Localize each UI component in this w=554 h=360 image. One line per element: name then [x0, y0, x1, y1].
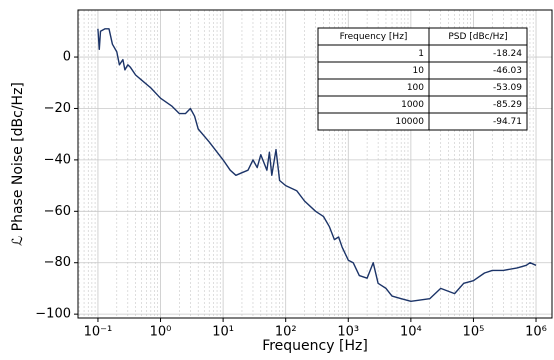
x-tick-label: 10⁶	[525, 325, 547, 340]
plot-frame	[77, 9, 553, 319]
y-tick-label: −100	[35, 307, 71, 322]
y-tick-label: −80	[44, 255, 71, 270]
y-tick-label: −60	[44, 204, 71, 219]
table-cell: -94.71	[493, 117, 522, 127]
table-cell: -46.03	[493, 66, 522, 76]
x-tick-label: 10⁵	[463, 325, 485, 340]
x-tick-label: 10⁻¹	[84, 325, 113, 340]
table-header: Frequency [Hz]	[340, 32, 408, 42]
x-tick-label: 10⁰	[150, 325, 172, 340]
table-cell: 100	[407, 83, 424, 93]
table-cell: -18.24	[493, 49, 522, 59]
table-cell: -85.29	[493, 100, 522, 110]
x-tick-label: 10³	[337, 325, 359, 340]
y-axis-label: ℒ Phase Noise [dBc/Hz]	[10, 82, 26, 246]
data-table: Frequency [Hz] PSD [dBc/Hz] 1 -18.24 10 -46.0…	[317, 27, 528, 131]
x-tick-label: 10⁴	[400, 325, 422, 340]
table-cell: -53.09	[493, 83, 522, 93]
table-cell: 1000	[401, 100, 424, 110]
y-tick-label: 0	[63, 50, 71, 65]
table-cell: 1	[418, 49, 424, 59]
y-tick-label: −20	[44, 101, 71, 116]
x-tick-label: 10²	[275, 325, 297, 340]
y-tick-label: −40	[44, 152, 71, 167]
x-axis-label: Frequency [Hz]	[262, 338, 368, 354]
x-tick-label: 10¹	[212, 325, 234, 340]
table-header: PSD [dBc/Hz]	[448, 32, 507, 42]
table-cell: 10	[413, 66, 425, 76]
table-cell: 10000	[395, 117, 424, 127]
data-line	[97, 28, 537, 302]
